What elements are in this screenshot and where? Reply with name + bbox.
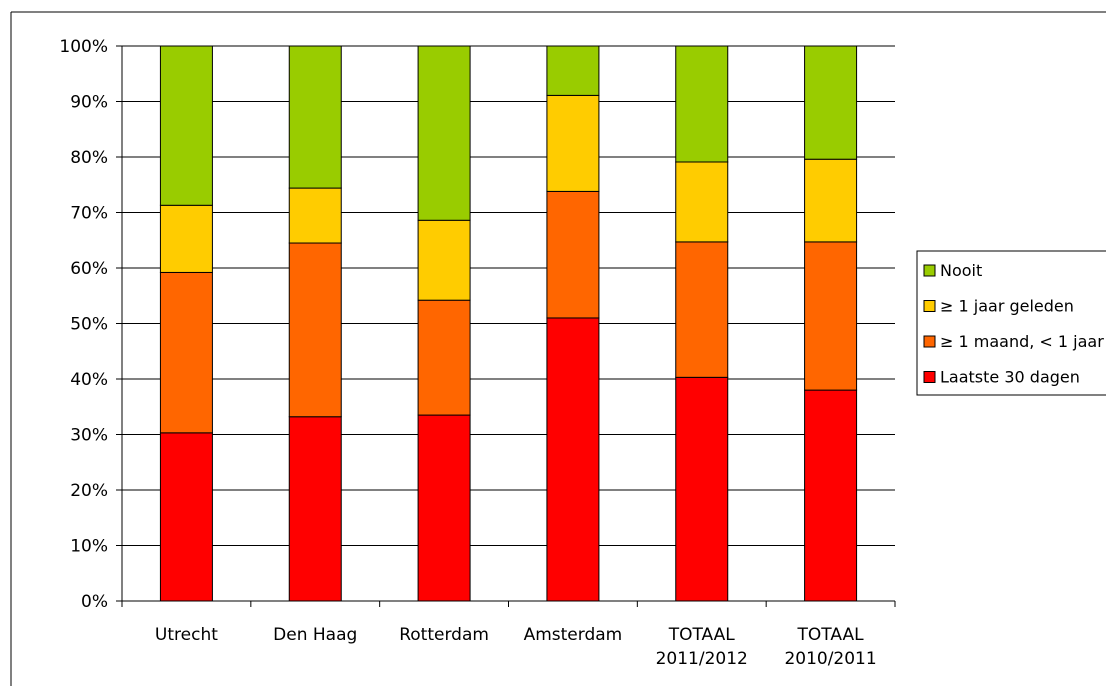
legend-swatch (923, 335, 936, 348)
bar-segment (159, 45, 213, 206)
bar-segment (417, 299, 471, 416)
x-tick-label: TOTAAL (668, 625, 736, 645)
bar-segment (546, 190, 600, 319)
legend-label: Nooit (940, 261, 982, 280)
y-tick-label: 10% (70, 537, 108, 557)
bar-segment (804, 158, 858, 243)
x-tick-label: Utrecht (155, 625, 218, 645)
y-tick-label: 50% (70, 315, 108, 335)
bar-segment (288, 416, 342, 602)
x-tick-label: TOTAAL (797, 625, 865, 645)
y-tick-label: 100% (59, 37, 108, 57)
y-tick-labels: 0% 10% 20% 30% 40% 50% 60% 70% 80% 90% 100% (59, 37, 108, 612)
legend-label: ≥ 1 jaar geleden (940, 297, 1074, 316)
bars (159, 45, 858, 602)
y-tick-label: 60% (70, 259, 108, 279)
bar-segment (546, 317, 600, 602)
legend-swatch (923, 371, 936, 383)
bar-segment (288, 45, 342, 189)
bar-segment (288, 242, 342, 418)
x-tick-label: Den Haag (273, 625, 357, 645)
bar-segment (675, 376, 729, 602)
legend-label: ≥ 1 maand, < 1 jaar (940, 332, 1104, 351)
y-tick-label: 70% (70, 204, 108, 224)
gridlines (122, 45, 895, 602)
legend-swatch (923, 300, 936, 312)
bar-segment (288, 187, 342, 244)
y-tick-label: 0% (81, 592, 108, 612)
legend-swatch (923, 264, 936, 277)
bar-segment (804, 389, 858, 602)
bar-segment (417, 45, 471, 221)
x-tick-labels: Utrecht Den Haag Rotterdam Amsterdam TOTAAL 2… (155, 625, 877, 669)
x-tick-label: 2011/2012 (656, 649, 748, 669)
bar-segment (675, 161, 729, 243)
bar-segment (675, 45, 729, 163)
bar-segment (546, 45, 600, 96)
bar-segment (159, 204, 213, 273)
legend-box (916, 250, 1106, 396)
y-tick-label: 20% (70, 481, 108, 501)
y-tick-label: 90% (70, 93, 108, 113)
bar-segment (546, 94, 600, 192)
x-tick-label: Rotterdam (399, 625, 489, 645)
bar-segment (675, 241, 729, 378)
legend: Nooit ≥ 1 jaar geleden ≥ 1 maand, < 1 jaar… (916, 250, 1106, 396)
x-tick-label: 2010/2011 (784, 649, 876, 669)
x-tick-label: Amsterdam (524, 625, 623, 645)
bar-segment (804, 241, 858, 391)
bar-segment (804, 45, 858, 160)
y-tick-label: 30% (70, 426, 108, 446)
legend-label: Laatste 30 dagen (940, 368, 1080, 387)
y-tick-label: 80% (70, 148, 108, 168)
bar-segment (159, 271, 213, 434)
bar-segment (417, 219, 471, 301)
y-tick-label: 40% (70, 370, 108, 390)
axes (116, 45, 896, 607)
bar-segment (159, 432, 213, 602)
bar-segment (417, 414, 471, 602)
